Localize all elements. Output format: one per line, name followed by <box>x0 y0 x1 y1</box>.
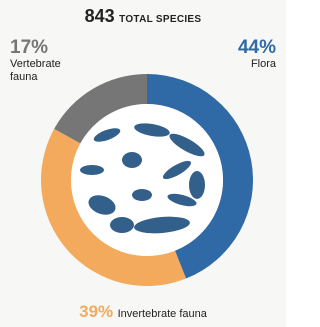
marine-icon <box>110 217 134 233</box>
value-label: 39% <box>79 302 113 321</box>
value-label: 44% <box>196 38 276 58</box>
marine-icon <box>132 189 152 201</box>
label-invertebrate: 39% Invertebrate fauna <box>0 302 286 322</box>
value-label: 17% <box>10 38 90 58</box>
infographic: 843 TOTAL SPECIES 17% Vertebrate fauna 4… <box>0 0 286 327</box>
marine-icon <box>80 165 104 175</box>
total: 843 <box>85 6 115 26</box>
label-vertebrate: 17% Vertebrate fauna <box>10 38 90 84</box>
category-label: Flora <box>196 58 276 71</box>
category-label: Invertebrate fauna <box>118 308 207 320</box>
marine-icon <box>189 171 205 199</box>
marine-icon <box>122 152 142 168</box>
label-flora: 44% Flora <box>196 38 276 71</box>
chart-title: TOTAL SPECIES <box>119 14 201 25</box>
category-label: Vertebrate fauna <box>10 58 72 84</box>
header: 843 TOTAL SPECIES <box>0 6 286 27</box>
